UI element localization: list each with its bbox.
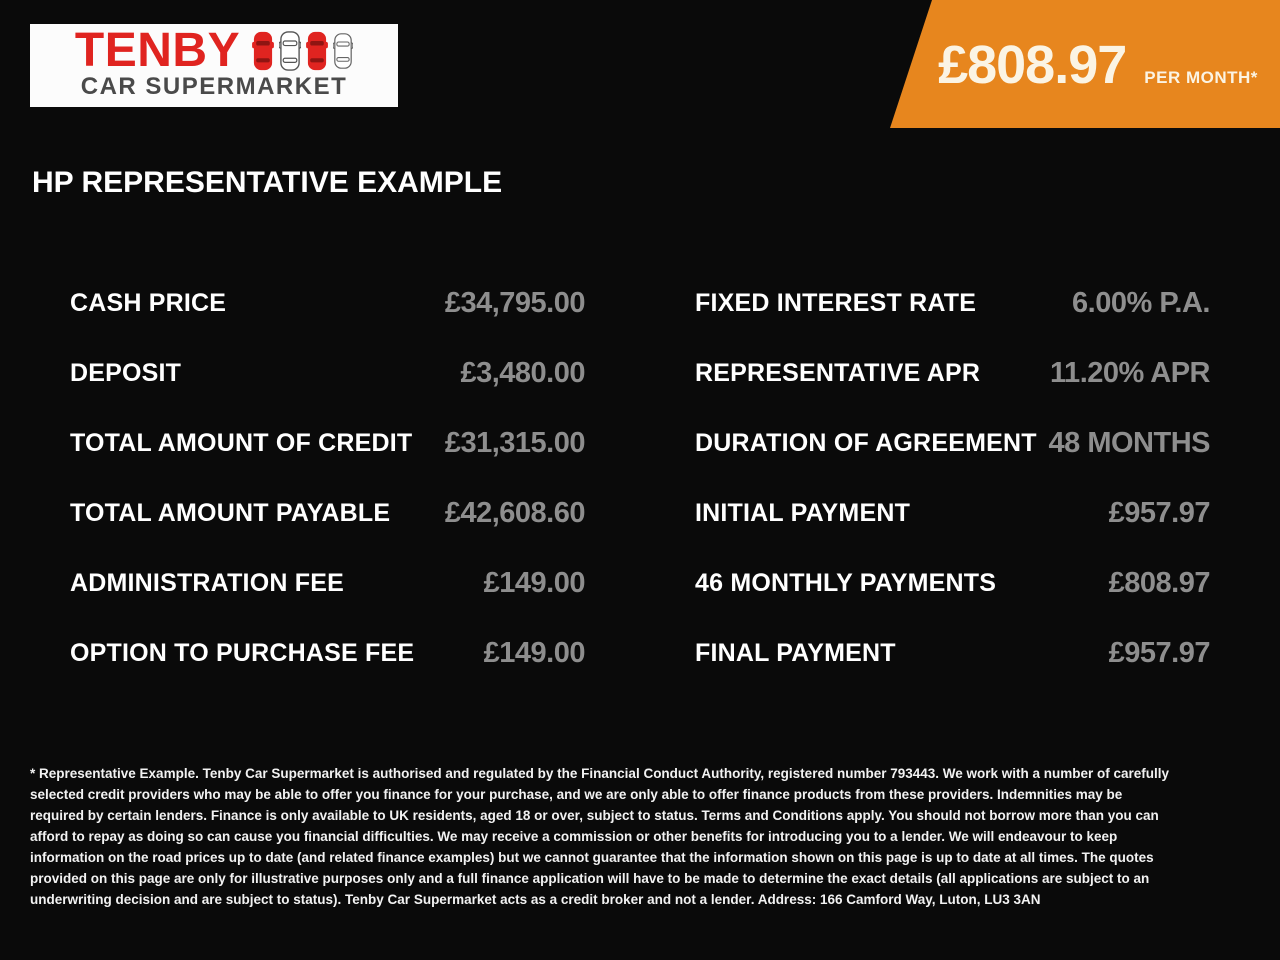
row-total-amount-payable: TOTAL AMOUNT PAYABLE £42,608.60 (70, 478, 586, 548)
logo-top-row: TENBY (74, 23, 354, 77)
monthly-price-banner: £808.97 PER MONTH* (890, 0, 1280, 128)
monthly-price-period: PER MONTH* (1144, 68, 1258, 87)
disclaimer-text: * Representative Example. Tenby Car Supe… (30, 766, 1170, 907)
row-value: 48 MONTHS (1048, 426, 1211, 459)
car-red-icon (306, 31, 329, 71)
row-option-to-purchase-fee: OPTION TO PURCHASE FEE £149.00 (70, 618, 586, 688)
row-label: FINAL PAYMENT (695, 638, 896, 667)
row-cash-price: CASH PRICE £34,795.00 (70, 268, 586, 338)
row-value: 6.00% P.A. (1072, 286, 1210, 319)
finance-column-right: FIXED INTEREST RATE 6.00% P.A. REPRESENT… (695, 268, 1211, 688)
row-deposit: DEPOSIT £3,480.00 (70, 338, 585, 408)
row-total-amount-of-credit: TOTAL AMOUNT OF CREDIT £31,315.00 (70, 408, 586, 478)
row-value: £149.00 (483, 566, 586, 599)
row-label: FIXED INTEREST RATE (695, 288, 977, 317)
row-value: £3,480.00 (460, 356, 585, 389)
row-value: £957.97 (1108, 496, 1211, 529)
row-label: DURATION OF AGREEMENT (695, 428, 1037, 457)
row-representative-apr: REPRESENTATIVE APR 11.20% APR (695, 338, 1210, 408)
row-duration-of-agreement: DURATION OF AGREEMENT 48 MONTHS (695, 408, 1211, 478)
row-label: TOTAL AMOUNT PAYABLE (70, 498, 391, 527)
logo-subtitle: CAR SUPERMARKET (80, 72, 348, 100)
page-title: HP REPRESENTATIVE EXAMPLE (32, 166, 503, 199)
row-label: 46 MONTHLY PAYMENTS (695, 568, 997, 597)
row-value: £808.97 (1108, 566, 1211, 599)
row-label: REPRESENTATIVE APR (695, 358, 981, 387)
row-label: ADMINISTRATION FEE (70, 568, 344, 597)
row-value: £34,795.00 (444, 286, 586, 319)
car-white-icon (279, 30, 302, 71)
row-label: INITIAL PAYMENT (695, 498, 911, 527)
row-monthly-payments: 46 MONTHLY PAYMENTS £808.97 (695, 548, 1211, 618)
row-value: £31,315.00 (444, 426, 586, 459)
logo-title: TENBY (74, 23, 241, 77)
row-initial-payment: INITIAL PAYMENT £957.97 (695, 478, 1211, 548)
row-value: £42,608.60 (444, 496, 586, 529)
finance-column-left: CASH PRICE £34,795.00 DEPOSIT £3,480.00 … (70, 268, 586, 688)
car-white-icon (333, 32, 354, 69)
row-fixed-interest-rate: FIXED INTEREST RATE 6.00% P.A. (695, 268, 1210, 338)
row-value: £957.97 (1108, 636, 1211, 669)
row-label: CASH PRICE (70, 288, 227, 317)
row-administration-fee: ADMINISTRATION FEE £149.00 (70, 548, 586, 618)
row-final-payment: FINAL PAYMENT £957.97 (695, 618, 1211, 688)
monthly-price: £808.97 (938, 35, 1127, 95)
car-red-icon (252, 31, 275, 71)
row-label: DEPOSIT (70, 358, 182, 387)
row-value: £149.00 (483, 636, 586, 669)
row-label: TOTAL AMOUNT OF CREDIT (70, 428, 413, 457)
logo-cars (252, 30, 354, 71)
row-value: 11.20% APR (1050, 356, 1210, 389)
row-label: OPTION TO PURCHASE FEE (70, 638, 415, 667)
tenby-logo: TENBY (30, 24, 398, 107)
